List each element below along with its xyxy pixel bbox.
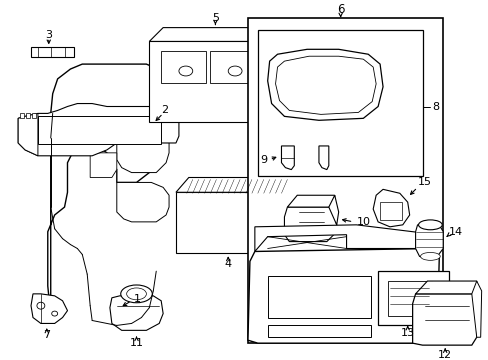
Polygon shape <box>247 248 438 343</box>
Bar <box>267 276 370 318</box>
Polygon shape <box>90 153 117 177</box>
Polygon shape <box>279 177 292 253</box>
Text: 15: 15 <box>417 177 431 188</box>
Polygon shape <box>412 294 478 345</box>
Polygon shape <box>149 28 281 41</box>
Text: 14: 14 <box>448 227 462 237</box>
Bar <box>26 113 30 118</box>
Bar <box>387 281 431 316</box>
Bar <box>32 113 36 118</box>
Ellipse shape <box>121 285 152 303</box>
Ellipse shape <box>37 302 45 309</box>
Ellipse shape <box>383 207 397 217</box>
Polygon shape <box>110 296 163 330</box>
Polygon shape <box>318 146 328 170</box>
Polygon shape <box>117 183 169 222</box>
Ellipse shape <box>418 220 441 230</box>
Bar <box>149 41 267 122</box>
Polygon shape <box>372 189 409 227</box>
Bar <box>379 202 401 220</box>
Bar <box>210 51 254 83</box>
Text: 13: 13 <box>400 328 414 338</box>
Text: 2: 2 <box>161 105 168 116</box>
Text: 4: 4 <box>224 259 231 269</box>
Polygon shape <box>267 49 382 120</box>
Polygon shape <box>31 47 74 57</box>
Polygon shape <box>281 146 294 170</box>
Ellipse shape <box>420 252 439 260</box>
Polygon shape <box>18 104 179 156</box>
Text: 12: 12 <box>437 350 451 360</box>
Ellipse shape <box>126 288 146 300</box>
Text: 9: 9 <box>260 155 267 165</box>
Polygon shape <box>254 225 436 251</box>
Polygon shape <box>176 177 292 192</box>
Bar <box>377 271 448 325</box>
Polygon shape <box>267 28 281 122</box>
Polygon shape <box>415 281 476 294</box>
Bar <box>161 51 205 83</box>
Text: 8: 8 <box>431 102 439 112</box>
Text: 11: 11 <box>129 338 143 348</box>
Text: 3: 3 <box>45 30 52 40</box>
Polygon shape <box>284 207 336 242</box>
Polygon shape <box>287 195 334 207</box>
Polygon shape <box>275 56 375 114</box>
Text: 10: 10 <box>356 217 370 227</box>
Polygon shape <box>48 64 161 316</box>
Bar <box>176 192 279 253</box>
Bar <box>38 116 161 144</box>
Polygon shape <box>18 113 38 156</box>
Text: 5: 5 <box>211 13 219 23</box>
Bar <box>257 30 423 176</box>
Ellipse shape <box>228 66 242 76</box>
Ellipse shape <box>179 66 192 76</box>
Polygon shape <box>415 225 442 258</box>
Text: 7: 7 <box>43 330 50 340</box>
Bar <box>247 18 442 343</box>
Polygon shape <box>471 281 481 337</box>
Bar <box>267 325 370 337</box>
Ellipse shape <box>52 311 58 316</box>
Bar <box>20 113 24 118</box>
Text: 6: 6 <box>336 3 344 16</box>
Polygon shape <box>328 195 338 225</box>
Polygon shape <box>117 126 169 172</box>
Polygon shape <box>31 294 67 323</box>
Text: 1: 1 <box>134 294 141 304</box>
